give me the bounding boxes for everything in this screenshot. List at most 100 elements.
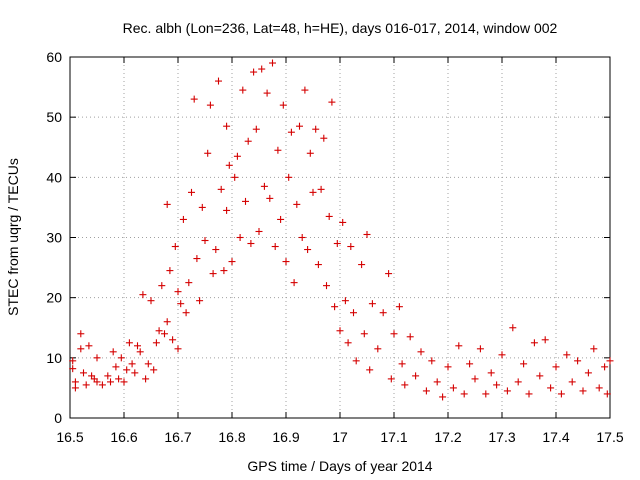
data-point (520, 360, 528, 368)
data-point (390, 330, 398, 338)
data-point (417, 348, 425, 356)
data-point (552, 363, 560, 371)
data-point (406, 333, 414, 341)
x-tick-label: 17.3 (488, 429, 515, 445)
data-point (163, 200, 171, 208)
data-point (368, 300, 376, 308)
data-point (85, 342, 93, 350)
data-point (163, 318, 171, 326)
data-point (150, 366, 158, 374)
data-point (601, 363, 609, 371)
data-point (82, 381, 90, 389)
data-point (433, 378, 441, 386)
data-point (239, 86, 247, 94)
data-point (193, 255, 201, 263)
data-point (366, 366, 374, 374)
data-point (263, 89, 271, 97)
data-point (69, 365, 77, 373)
data-point (336, 327, 344, 335)
data-point (547, 384, 555, 392)
data-point (188, 188, 195, 196)
data-point (333, 240, 341, 248)
data-point (374, 345, 382, 353)
data-point (590, 345, 598, 353)
data-point (557, 390, 565, 398)
data-point (385, 270, 393, 278)
data-point (166, 267, 174, 275)
data-point (161, 330, 168, 338)
data-point (77, 330, 85, 338)
data-point (358, 261, 366, 269)
data-point (69, 357, 77, 365)
data-point (277, 215, 285, 223)
data-point (401, 381, 409, 389)
x-tick-label: 16.8 (218, 429, 245, 445)
x-tick-label: 16.9 (272, 429, 299, 445)
data-point (493, 381, 501, 389)
data-point (220, 267, 228, 275)
data-point (309, 188, 317, 196)
data-point (98, 381, 106, 389)
data-point (144, 360, 152, 368)
data-point (328, 98, 336, 106)
data-point (412, 372, 420, 380)
data-point (584, 369, 592, 377)
x-tick-label: 17.5 (596, 429, 623, 445)
data-point (217, 185, 225, 193)
data-point (190, 95, 198, 103)
data-point (285, 173, 293, 181)
data-point (563, 351, 571, 359)
data-point (196, 297, 204, 305)
data-point (323, 282, 330, 290)
x-axis-label: GPS time / Days of year 2014 (247, 458, 432, 474)
data-point (347, 243, 355, 251)
data-point (80, 369, 87, 377)
data-point (503, 387, 511, 395)
y-tick-label: 60 (46, 49, 62, 65)
y-tick-label: 10 (46, 350, 62, 366)
y-tick-label: 30 (46, 230, 62, 246)
x-tick-label: 16.6 (110, 429, 137, 445)
data-point (387, 375, 395, 383)
data-point (568, 378, 576, 386)
y-tick-label: 50 (46, 109, 62, 125)
data-point (258, 65, 266, 73)
x-tick-label: 16.5 (56, 429, 83, 445)
data-point (177, 300, 185, 308)
data-point (287, 128, 295, 136)
data-point (206, 101, 214, 109)
data-point (603, 390, 611, 398)
data-point (293, 200, 301, 208)
data-point (306, 149, 314, 157)
data-point (174, 288, 182, 296)
data-point (574, 357, 582, 365)
data-point (428, 357, 436, 365)
data-point (339, 218, 347, 226)
data-point (525, 390, 533, 398)
data-point (255, 227, 263, 235)
data-point (125, 339, 133, 347)
data-point (120, 378, 128, 386)
data-point (360, 330, 368, 338)
x-tick-label: 17 (332, 429, 348, 445)
x-tick-label: 16.7 (164, 429, 191, 445)
axis-ticks: 16.5 16.6 16.7 16.8 16.9 17 17.1 17.2 17.3 17.4 17… (46, 49, 623, 445)
y-axis-label: STEC from uqrg / TECUs (5, 158, 21, 316)
data-point (201, 237, 209, 245)
data-point (174, 345, 182, 353)
data-point (128, 360, 136, 368)
data-point (466, 360, 474, 368)
data-point (123, 366, 131, 374)
data-point (350, 309, 357, 317)
data-point (344, 339, 352, 347)
data-point (541, 336, 549, 344)
data-point (271, 243, 279, 251)
data-point (363, 230, 371, 238)
data-point (449, 384, 457, 392)
y-tick-label: 40 (46, 169, 62, 185)
data-point (341, 297, 349, 305)
data-point (498, 351, 506, 359)
data-point (514, 378, 522, 386)
data-point (379, 309, 387, 317)
data-point (476, 345, 484, 353)
